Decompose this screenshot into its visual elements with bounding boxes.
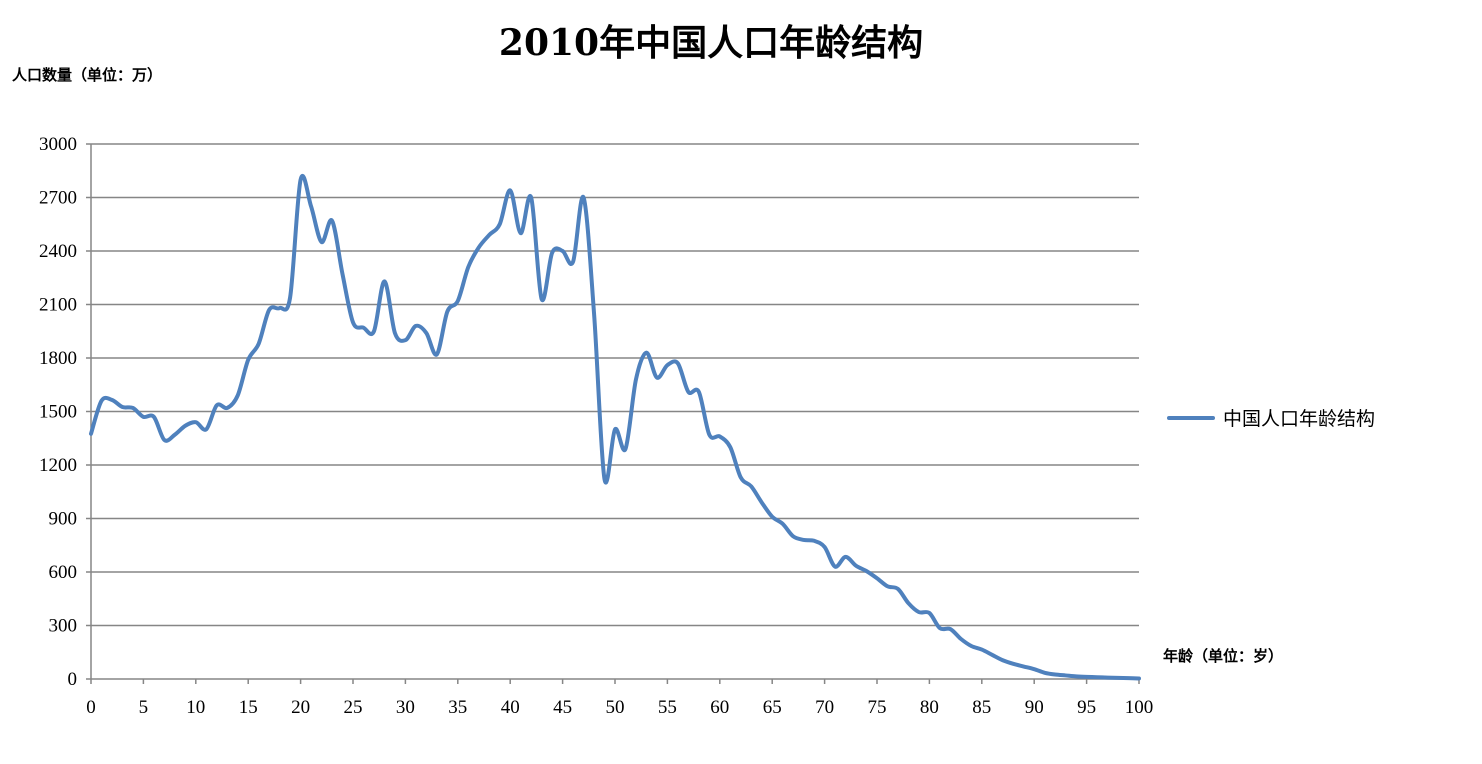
x-tick-label: 80 <box>920 697 939 718</box>
x-tick-label: 55 <box>658 697 677 718</box>
x-tick-label: 30 <box>396 697 415 718</box>
x-tick-label: 10 <box>186 697 205 718</box>
legend-swatch <box>1167 415 1215 420</box>
y-tick-label: 900 <box>49 509 78 530</box>
y-tick-label: 3000 <box>39 134 77 155</box>
y-axis-label: 人口数量（单位：万） <box>12 66 163 84</box>
y-tick-label: 2100 <box>39 295 77 316</box>
x-tick-label: 40 <box>501 697 520 718</box>
y-tick-label: 300 <box>49 616 78 637</box>
y-tick-label: 600 <box>49 562 78 583</box>
x-tick-label: 95 <box>1077 697 1096 718</box>
x-axis-label: 年龄（单位：岁） <box>1163 647 1284 665</box>
x-tick-label: 0 <box>86 697 96 718</box>
x-tick-label: 20 <box>291 697 310 718</box>
x-tick-label: 15 <box>239 697 258 718</box>
x-tick-label: 35 <box>448 697 467 718</box>
series-line <box>89 174 1141 681</box>
y-tick-label: 2700 <box>39 188 77 209</box>
legend: 中国人口年龄结构 <box>1167 404 1375 431</box>
y-tick-label: 1200 <box>39 455 77 476</box>
x-tick-label: 70 <box>815 697 834 718</box>
legend-label: 中国人口年龄结构 <box>1223 408 1376 430</box>
x-tick-label: 100 <box>1125 697 1154 718</box>
y-tick-label: 1500 <box>39 402 77 423</box>
x-tick-label: 90 <box>1025 697 1044 718</box>
x-tick-label: 45 <box>553 697 572 718</box>
y-tick-label: 0 <box>68 669 78 690</box>
x-tick-label: 5 <box>139 697 149 718</box>
x-tick-label: 25 <box>344 697 363 718</box>
x-tick-label: 60 <box>710 697 729 718</box>
chart-title: 2010年中国人口年龄结构 <box>498 22 924 64</box>
x-tick-label: 85 <box>972 697 991 718</box>
x-tick-label: 50 <box>606 697 625 718</box>
x-tick-label: 65 <box>763 697 782 718</box>
y-tick-label: 2400 <box>39 241 77 262</box>
x-tick-label: 75 <box>868 697 887 718</box>
y-tick-label: 1800 <box>39 348 77 369</box>
